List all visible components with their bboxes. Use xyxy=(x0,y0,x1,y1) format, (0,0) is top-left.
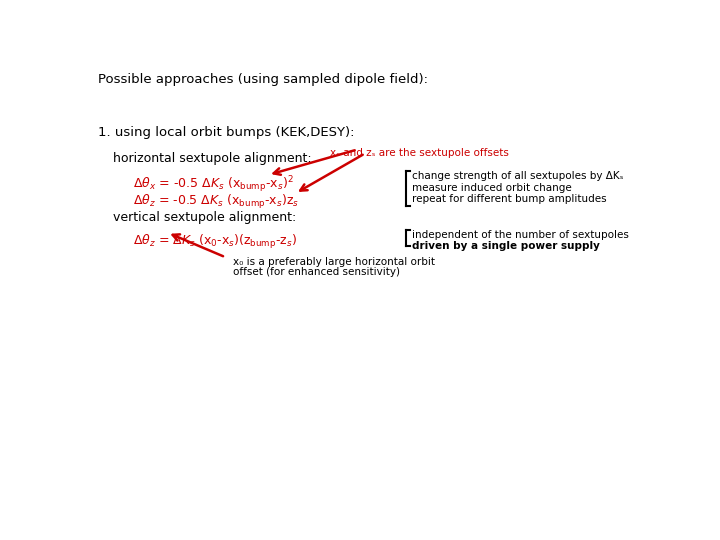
Text: repeat for different bump amplitudes: repeat for different bump amplitudes xyxy=(412,194,606,204)
Text: $\Delta\theta_z$ = -0.5 $\Delta K_s$ (x$_\mathrm{bump}$-x$_s)$z$_s$: $\Delta\theta_z$ = -0.5 $\Delta K_s$ (x$… xyxy=(132,193,299,211)
Text: 1. using local orbit bumps (KEK,DESY):: 1. using local orbit bumps (KEK,DESY): xyxy=(98,126,354,139)
Text: xₛ and zₛ are the sextupole offsets: xₛ and zₛ are the sextupole offsets xyxy=(330,148,509,158)
Text: measure induced orbit change: measure induced orbit change xyxy=(412,183,572,193)
Text: independent of the number of sextupoles: independent of the number of sextupoles xyxy=(412,231,629,240)
Text: vertical sextupole alignment:: vertical sextupole alignment: xyxy=(113,211,297,224)
Text: change strength of all sextupoles by ΔKₛ: change strength of all sextupoles by ΔKₛ xyxy=(412,171,623,181)
Text: x₀ is a preferably large horizontal orbit: x₀ is a preferably large horizontal orbi… xyxy=(233,256,436,267)
Text: horizontal sextupole alignment:: horizontal sextupole alignment: xyxy=(113,152,312,165)
Text: $\Delta\theta_z$ = $\Delta K_s$ (x$_0$-x$_s$)(z$_\mathrm{bump}$-z$_s$): $\Delta\theta_z$ = $\Delta K_s$ (x$_0$-x… xyxy=(132,233,297,251)
Text: driven by a single power supply: driven by a single power supply xyxy=(412,241,600,251)
Text: Possible approaches (using sampled dipole field):: Possible approaches (using sampled dipol… xyxy=(98,72,428,85)
Text: $\Delta\theta_x$ = -0.5 $\Delta K_s$ (x$_\mathrm{bump}$-x$_s)^2$: $\Delta\theta_x$ = -0.5 $\Delta K_s$ (x$… xyxy=(132,174,293,195)
Text: offset (for enhanced sensitivity): offset (for enhanced sensitivity) xyxy=(233,267,400,278)
